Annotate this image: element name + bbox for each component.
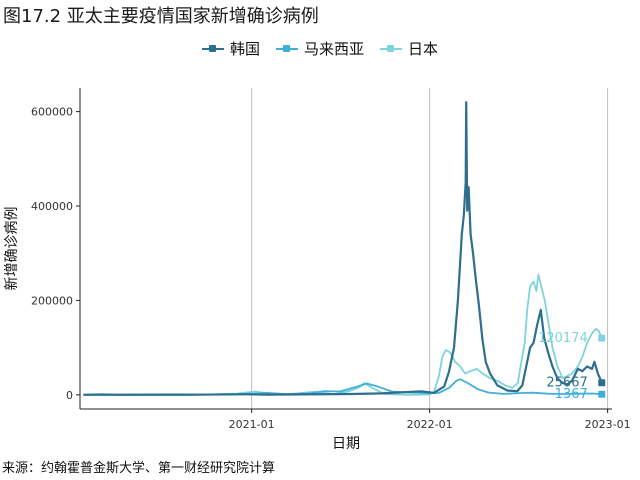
legend-label-japan: 日本 xyxy=(408,40,439,58)
legend-label-korea: 韩国 xyxy=(229,40,260,58)
x-tick-label-2: 2023-01 xyxy=(585,418,631,431)
legend-item-korea: 韩国 xyxy=(201,38,260,59)
series-line-korea xyxy=(83,101,603,396)
y-tick-label-2: 400000 xyxy=(31,200,73,213)
y-tick-label-3: 600000 xyxy=(31,106,73,119)
y-tick-label-1: 200000 xyxy=(31,294,73,307)
x-axis-title: 日期 xyxy=(332,436,360,452)
y-tick-label-0: 0 xyxy=(66,389,73,402)
series-end-marker-malaysia xyxy=(598,390,606,398)
legend-item-japan: 日本 xyxy=(380,38,438,59)
x-tick-label-1: 2022-01 xyxy=(407,418,453,431)
series-line-malaysia xyxy=(83,378,602,396)
legend-key-malaysia xyxy=(275,42,298,56)
grid-layer xyxy=(251,88,609,409)
legend-item-malaysia: 马来西亚 xyxy=(275,38,364,59)
end-label-japan: 120174 xyxy=(538,331,588,346)
series-layer xyxy=(83,101,606,398)
source-note: 来源：约翰霍普金斯大学、第一财经研究院计算 xyxy=(2,461,276,476)
series-end-marker-korea xyxy=(598,379,606,387)
legend-key-korea xyxy=(201,42,224,56)
series-end-marker-japan xyxy=(598,334,606,342)
y-axis-title: 新增确诊病例 xyxy=(4,207,20,291)
end-label-korea: 25667 xyxy=(546,376,587,391)
axis-layer: 0 200000 400000 600000 2021-01 2022-01 2023-01… xyxy=(4,88,631,452)
chart-title: 图17.2 亚太主要疫情国家新增确诊病例 xyxy=(3,6,319,27)
end-label-malaysia: 1367 xyxy=(555,387,588,402)
legend-label-malaysia: 马来西亚 xyxy=(303,40,364,58)
chart-legend: 韩国 马来西亚 日本 xyxy=(0,38,640,59)
legend-key-japan xyxy=(380,42,402,56)
x-tick-label-0: 2021-01 xyxy=(229,418,275,431)
